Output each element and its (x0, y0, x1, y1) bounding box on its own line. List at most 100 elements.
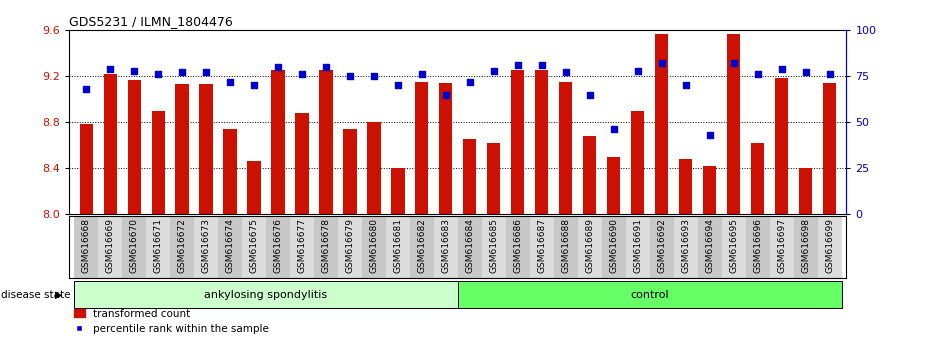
Bar (751, 143, 764, 214)
Text: GSM616699: GSM616699 (825, 218, 834, 273)
Point (199, 70, 214, 75)
Point (151, 72, 166, 77)
Text: GSM616687: GSM616687 (537, 218, 547, 273)
Bar (391, 168, 404, 214)
Text: GSM616685: GSM616685 (489, 218, 499, 273)
Text: GSM616690: GSM616690 (610, 218, 618, 273)
Bar (367, 122, 380, 214)
Point (438, 92, 453, 97)
Bar (439, 83, 452, 214)
Bar (362, 216, 386, 278)
Point (702, 132, 717, 138)
Point (342, 73, 357, 79)
Bar (722, 216, 746, 278)
Text: GSM616686: GSM616686 (513, 218, 523, 273)
Bar (578, 216, 602, 278)
Bar (415, 82, 428, 214)
Bar (649, 216, 673, 278)
Bar (194, 216, 218, 278)
Bar (343, 129, 356, 214)
Point (535, 62, 549, 68)
Point (511, 62, 525, 68)
Text: GSM616681: GSM616681 (393, 218, 402, 273)
Text: GSM616670: GSM616670 (130, 218, 139, 273)
Bar (554, 216, 578, 278)
Bar (338, 216, 362, 278)
Bar (128, 80, 141, 214)
Bar (458, 216, 482, 278)
Bar (530, 216, 554, 278)
Bar (775, 78, 788, 214)
Bar (314, 216, 338, 278)
Text: GSM616696: GSM616696 (753, 218, 762, 273)
Bar (583, 136, 597, 214)
Text: GSM616678: GSM616678 (322, 218, 330, 273)
Text: GSM616691: GSM616691 (634, 218, 642, 273)
Bar (122, 216, 146, 278)
Bar (625, 216, 649, 278)
Text: GSM616680: GSM616680 (369, 218, 378, 273)
Legend: transformed count, percentile rank within the sample: transformed count, percentile rank withi… (70, 305, 273, 338)
Point (559, 70, 574, 75)
Bar (248, 161, 261, 214)
Bar (727, 34, 740, 214)
Text: GSM616672: GSM616672 (178, 218, 187, 273)
Bar (631, 110, 645, 214)
Text: GDS5231 / ILMN_1804476: GDS5231 / ILMN_1804476 (69, 15, 233, 28)
Text: ▶: ▶ (56, 290, 63, 300)
Bar (679, 159, 692, 214)
Point (822, 72, 837, 77)
Point (726, 61, 741, 66)
Bar (697, 216, 722, 278)
Point (79, 86, 93, 92)
Bar (74, 281, 458, 308)
Text: GSM616693: GSM616693 (681, 218, 690, 273)
Text: GSM616684: GSM616684 (465, 218, 475, 273)
Bar (746, 216, 770, 278)
Bar (224, 129, 237, 214)
Text: GSM616694: GSM616694 (705, 218, 714, 273)
Bar (146, 216, 170, 278)
Bar (458, 281, 842, 308)
Point (654, 61, 669, 66)
Bar (560, 82, 573, 214)
Bar (80, 125, 93, 214)
Bar (703, 166, 716, 214)
Point (390, 82, 405, 88)
Bar (673, 216, 697, 278)
Text: GSM616698: GSM616698 (801, 218, 810, 273)
Point (103, 66, 117, 72)
Point (774, 66, 789, 72)
Point (607, 127, 622, 132)
Text: GSM616669: GSM616669 (105, 218, 115, 273)
Text: GSM616682: GSM616682 (417, 218, 426, 273)
Bar (152, 110, 165, 214)
Text: ankylosing spondylitis: ankylosing spondylitis (204, 290, 327, 300)
Point (798, 70, 813, 75)
Bar (655, 34, 668, 214)
Text: GSM616695: GSM616695 (729, 218, 738, 273)
Text: GSM616697: GSM616697 (777, 218, 786, 273)
Bar (242, 216, 266, 278)
Point (487, 68, 501, 73)
Bar (434, 216, 458, 278)
Point (318, 64, 333, 70)
Point (127, 68, 142, 73)
Bar (410, 216, 434, 278)
Text: control: control (631, 290, 669, 300)
Text: GSM616675: GSM616675 (250, 218, 258, 273)
Bar (794, 216, 818, 278)
Text: GSM616688: GSM616688 (561, 218, 571, 273)
Bar (602, 216, 625, 278)
Point (366, 73, 381, 79)
Bar (770, 216, 794, 278)
Text: GSM616676: GSM616676 (274, 218, 282, 273)
Bar (218, 216, 242, 278)
Text: GSM616689: GSM616689 (586, 218, 594, 273)
Point (223, 79, 238, 85)
Bar (506, 216, 530, 278)
Point (294, 72, 309, 77)
Bar (104, 74, 117, 214)
Bar (823, 83, 836, 214)
Text: GSM616677: GSM616677 (298, 218, 306, 273)
